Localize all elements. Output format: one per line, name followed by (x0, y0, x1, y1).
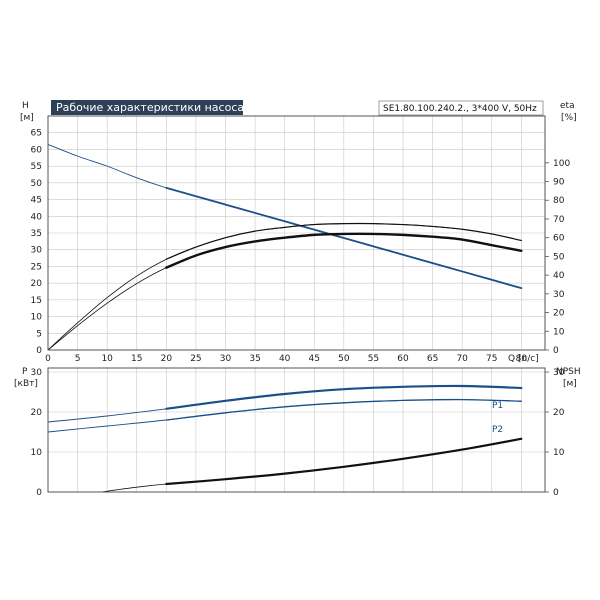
eta-tick-10: 10 (553, 327, 565, 337)
power-tick-0: 0 (36, 488, 42, 498)
npsh-tick-0: 0 (553, 488, 559, 498)
bottom-chart: 0 10 20 30 0 10 20 30 P [кВт] NPSH [м] P1 P2 (14, 367, 581, 498)
x-tick-50: 50 (338, 354, 350, 364)
head-axis-label: H (22, 101, 29, 111)
eta-tick-70: 70 (553, 215, 565, 225)
power-axis-label: P (22, 367, 28, 377)
model-label: SE1.80.100.240.2., 3*400 V, 50Hz (383, 104, 537, 114)
eta-axis-label: eta (560, 101, 575, 111)
power-tick-20: 20 (31, 408, 43, 418)
head-tick-35: 35 (31, 229, 42, 239)
head-tick-45: 45 (31, 196, 42, 206)
series-label-p1: P1 (492, 401, 503, 411)
x-tick-65: 65 (427, 354, 438, 364)
eta-tick-100: 100 (553, 159, 570, 169)
top-chart-frame (47, 115, 546, 351)
bottom-chart-frame (47, 367, 546, 493)
x-tick-60: 60 (397, 354, 409, 364)
head-tick-30: 30 (31, 246, 43, 256)
x-tick-10: 10 (101, 354, 113, 364)
flow-axis-label: Q [л/с] (508, 354, 539, 364)
eta-tick-60: 60 (553, 234, 565, 244)
x-tick-45: 45 (309, 354, 320, 364)
bottom-chart-series (47, 384, 523, 493)
head-operating-range (165, 186, 523, 290)
x-tick-35: 35 (249, 354, 260, 364)
head-tick-65: 65 (31, 129, 42, 139)
x-tick-55: 55 (368, 354, 379, 364)
head-tick-50: 50 (31, 179, 43, 189)
eta-tick-40: 40 (553, 271, 565, 281)
power-tick-30: 30 (31, 368, 43, 378)
x-tick-0: 0 (45, 354, 51, 364)
chart-title-box (51, 100, 243, 115)
x-tick-80: 80 (516, 354, 528, 364)
head-tick-55: 55 (31, 162, 42, 172)
eta-tick-30: 30 (553, 290, 565, 300)
model-label-box (378, 100, 544, 116)
power-axis-unit: [кВт] (14, 379, 38, 389)
x-tick-40: 40 (279, 354, 291, 364)
head-tick-60: 60 (31, 145, 43, 155)
chart-title: Рабочие характеристики насоса (56, 101, 244, 114)
npsh-operating-range (165, 437, 523, 486)
top-chart-grid (47, 116, 545, 351)
head-tick-5: 5 (36, 329, 42, 339)
head-tick-0: 0 (36, 346, 42, 356)
bottom-chart-ticks: 0 10 20 30 0 10 20 30 (31, 368, 565, 498)
npsh-tick-10: 10 (553, 448, 565, 458)
x-tick-30: 30 (220, 354, 232, 364)
npsh-axis-unit: [м] (563, 379, 577, 389)
head-axis-unit: [м] (20, 113, 34, 123)
x-tick-15: 15 (131, 354, 142, 364)
npsh-tick-30: 30 (553, 368, 565, 378)
npsh-tick-20: 20 (553, 408, 565, 418)
eta-tick-20: 20 (553, 309, 565, 319)
top-chart-ticks: 0 5 10 15 20 25 30 35 40 45 50 55 60 65 70 75 80 0 5 10 15 20… (31, 129, 571, 364)
x-tick-25: 25 (190, 354, 201, 364)
x-tick-20: 20 (161, 354, 173, 364)
power-p1-operating-range (165, 384, 523, 410)
x-tick-70: 70 (456, 354, 468, 364)
eta-tick-0: 0 (553, 346, 559, 356)
top-chart-series (47, 143, 523, 351)
eta-tick-50: 50 (553, 252, 565, 262)
x-tick-5: 5 (75, 354, 81, 364)
eta-tick-80: 80 (553, 196, 565, 206)
head-tick-15: 15 (31, 296, 42, 306)
power-tick-10: 10 (31, 448, 43, 458)
head-tick-20: 20 (31, 279, 43, 289)
head-tick-25: 25 (31, 262, 42, 272)
series-label-p2: P2 (492, 425, 503, 435)
eta-axis-unit: [%] (561, 113, 577, 123)
efficiency-upper-operating-range (165, 222, 522, 260)
x-tick-75: 75 (486, 354, 497, 364)
power-p2-operating-range (165, 398, 522, 421)
head-tick-40: 40 (31, 212, 43, 222)
top-chart: 0 5 10 15 20 25 30 35 40 45 50 55 60 65 70 75 80 0 5 10 15 20… (20, 100, 577, 364)
eta-tick-90: 90 (553, 178, 565, 188)
npsh-axis-label: NPSH (556, 367, 581, 377)
head-tick-10: 10 (31, 313, 43, 323)
efficiency-lower-operating-range (165, 232, 523, 269)
